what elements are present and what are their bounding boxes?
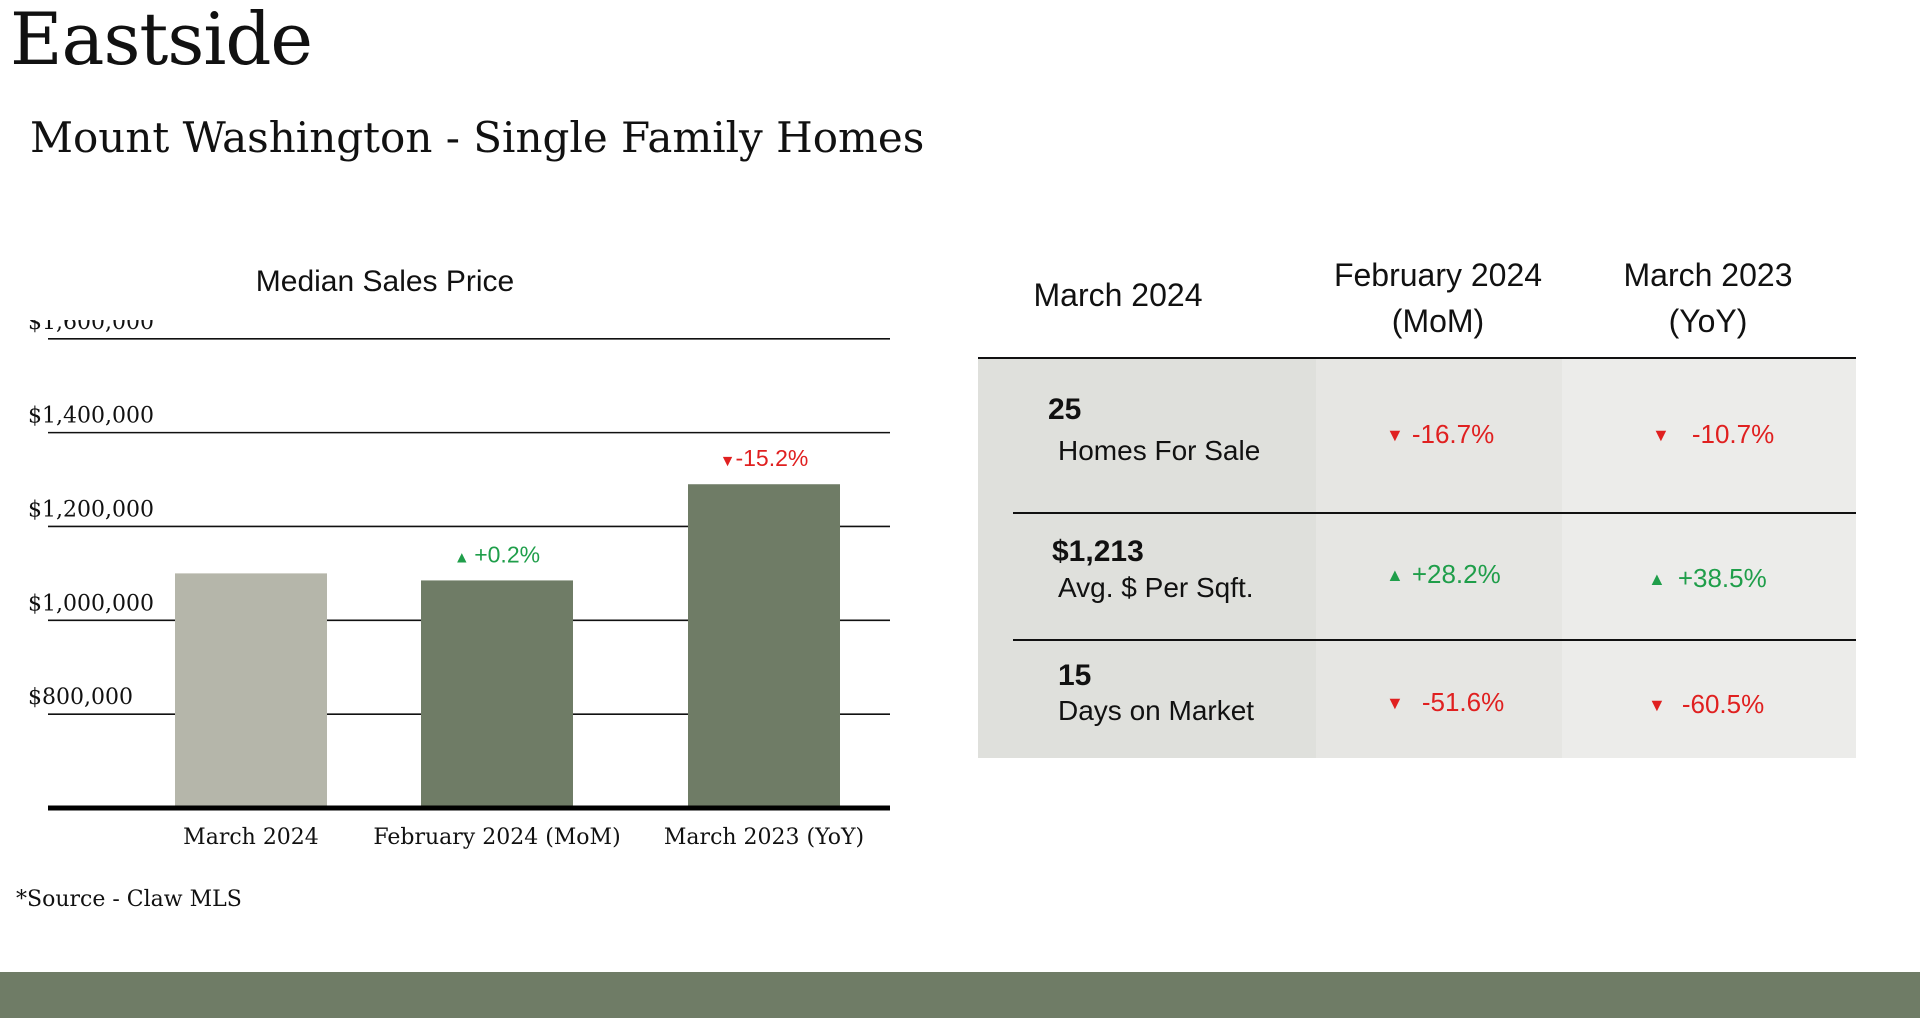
y-tick-label: $1,000,000 <box>28 591 154 616</box>
y-tick-label: $1,400,000 <box>28 404 154 429</box>
table-header-rule <box>978 357 1856 359</box>
table-header-yoy-line1: March 2023 <box>1623 257 1793 293</box>
source-note: *Source - Claw MLS <box>16 887 242 912</box>
homes-for-sale-yoy-value: -10.7% <box>1691 419 1775 449</box>
table-header-current-label: March 2024 <box>1033 277 1203 313</box>
table-column-yoy-bg <box>1562 358 1856 758</box>
table-row-divider <box>1013 639 1856 641</box>
avg-price-per-sqft-mom-change: ▲ +28.2% <box>1386 558 1501 591</box>
down-arrow-icon: ▼ <box>1652 425 1670 445</box>
down-arrow-icon: ▼ <box>1386 693 1404 713</box>
avg-price-per-sqft-mom-value: +28.2% <box>1411 559 1501 589</box>
chart-title: Median Sales Price <box>255 265 515 298</box>
data-label: ▲ +0.2% <box>454 541 540 567</box>
y-tick-label: $1,600,000 <box>28 320 154 335</box>
table-header-yoy-line2: (YoY) <box>1668 303 1748 339</box>
days-on-market-label: Days on Market <box>1058 695 1255 726</box>
table-header-mom-line1: February 2024 <box>1333 257 1543 293</box>
y-tick-label: $1,200,000 <box>28 497 154 522</box>
up-arrow-icon: ▲ <box>1386 565 1404 585</box>
table-header-current: March 2024 <box>978 272 1258 318</box>
table-header-mom-line2: (MoM) <box>1391 303 1485 339</box>
days-on-market-yoy-value: -60.5% <box>1681 689 1765 719</box>
bar <box>688 484 840 808</box>
homes-for-sale-yoy-change: ▼ -10.7% <box>1652 418 1774 451</box>
up-arrow-icon: ▲ <box>1648 569 1666 589</box>
days-on-market-mom-value: -51.6% <box>1421 687 1505 717</box>
data-label: ▼-15.2% <box>720 445 809 471</box>
bar <box>175 573 327 808</box>
homes-for-sale-label: Homes For Sale <box>1058 435 1261 466</box>
days-on-market-yoy-change: ▼ -60.5% <box>1648 688 1764 721</box>
page-subtitle: Mount Washington - Single Family Homes <box>30 113 925 162</box>
down-arrow-icon: ▼ <box>1648 695 1666 715</box>
footer-bar <box>0 972 1920 1018</box>
days-on-market-value: 15 <box>1058 659 1092 692</box>
homes-for-sale-value: 25 <box>1048 393 1082 426</box>
homes-for-sale-mom-change: ▼ -16.7% <box>1386 418 1494 451</box>
homes-for-sale-mom-value: -16.7% <box>1411 419 1495 449</box>
days-on-market-mom-change: ▼ -51.6% <box>1386 686 1504 719</box>
stats-table: March 2024 February 2024 (MoM) March 202… <box>978 250 1856 760</box>
y-tick-label: $800,000 <box>28 685 133 710</box>
table-header-yoy: March 2023 (YoY) <box>1558 252 1858 344</box>
table-row-divider <box>1013 512 1856 514</box>
table-column-current-bg <box>978 358 1316 758</box>
median-sales-price-chart: $800,000 $1,000,000 $1,200,000 $1,400,000 $1… <box>28 320 890 850</box>
x-tick-label: March 2024 <box>183 825 319 850</box>
avg-price-per-sqft-yoy-change: ▲ +38.5% <box>1648 562 1767 595</box>
table-header-mom: February 2024 (MoM) <box>1288 252 1588 344</box>
x-tick-label: February 2024 (MoM) <box>373 825 620 850</box>
avg-price-per-sqft-value: $1,213 <box>1052 535 1144 568</box>
x-tick-label: March 2023 (YoY) <box>664 825 864 850</box>
avg-price-per-sqft-label: Avg. $ Per Sqft. <box>1058 572 1254 603</box>
bar <box>421 580 573 808</box>
page-title: Eastside <box>10 0 313 81</box>
down-arrow-icon: ▼ <box>1386 425 1404 445</box>
avg-price-per-sqft-yoy-value: +38.5% <box>1677 563 1767 593</box>
table-column-mom-bg <box>1316 358 1562 758</box>
